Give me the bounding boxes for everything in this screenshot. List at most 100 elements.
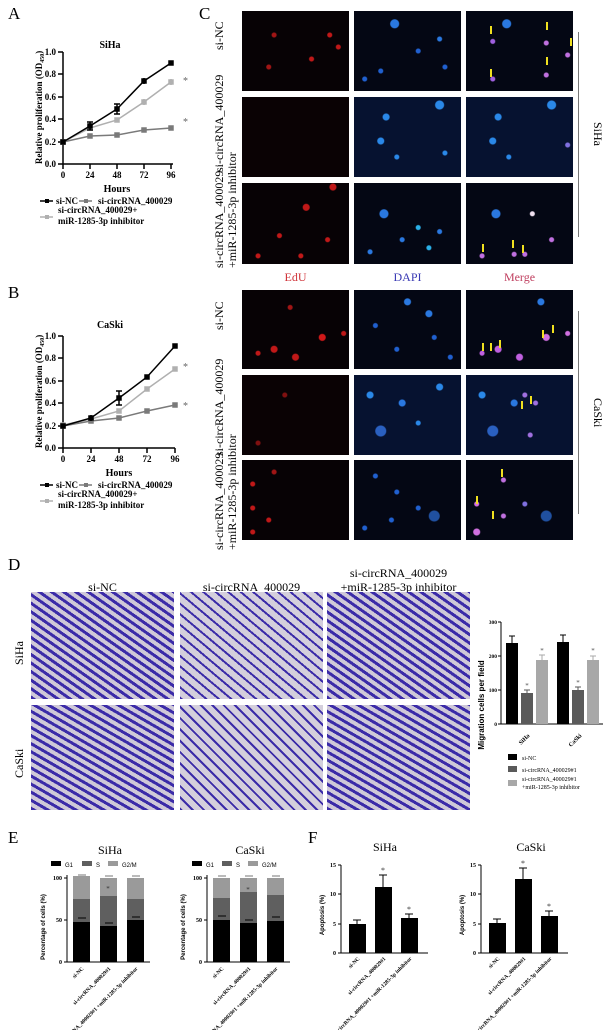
row-label-si-nc: si-NC [212,301,226,330]
svg-text:0: 0 [61,170,66,180]
chart-title: CaSki [235,843,265,857]
bar [587,660,599,724]
y-tick-labels: 1.0 0.8 0.6 0.4 0.2 0.0 [45,331,57,453]
legend: si-NC si-circRNA_400029 si-circRNA_40002… [40,196,173,226]
row-label-si-nc: si-NC [212,21,226,50]
arrow-icon [492,511,494,519]
row-label-caski: CaSki [12,748,26,778]
legend: si-NC si-circRNA_400029 si-circRNA_40002… [40,480,173,510]
significance-star: * [183,76,188,87]
svg-text:*: * [525,682,529,690]
svg-text:0: 0 [59,960,62,966]
y-axis-label: Apoptosis (%) [460,895,466,935]
image-siha-inhibitor-edu [242,183,349,264]
row-label-siha: SiHa [12,641,26,665]
chart-f-siha: SiHa Apoptosis (%) 15 10 5 0 * * si-NC s… [320,840,428,1030]
significance-star: * [183,362,188,373]
svg-text:10: 10 [330,892,336,898]
svg-text:si-NC: si-NC [522,756,536,762]
svg-text:G1: G1 [206,863,215,869]
arrow-icon [490,26,492,34]
panel-label-d: D [8,555,21,574]
svg-text:24: 24 [87,454,97,464]
svg-text:24: 24 [86,170,96,180]
svg-text:*: * [106,885,110,893]
image-siha-inhibitor-transwell [327,592,470,699]
image-siha-sinc-dapi [354,11,461,91]
svg-text:10: 10 [470,892,476,898]
x-tick-siha: SiHa [518,733,531,746]
x-tick-caski: CaSki [568,733,584,749]
svg-text:*: * [540,647,544,655]
x-tick-labels: si-NC si-circRNA_400029#1 si-circRNA_400… [333,956,414,1030]
stacked-bars: * [73,874,144,962]
svg-text:*: * [547,902,551,911]
chart-a-siha-proliferation: SiHa 1.0 0.8 0.6 0.4 0.2 0.0 0 24 48 72 … [34,40,188,226]
y-axis-label: Percentage of cells (%) [181,894,187,960]
group-bracket [578,311,579,514]
group-bracket [578,32,579,237]
chart-title: CaSki [516,840,546,854]
svg-text:0: 0 [199,960,202,966]
x-tick-labels: 0 24 48 72 96 [61,170,176,180]
svg-text:0.4: 0.4 [45,114,57,124]
y-axis-label: Percentage of cells (%) [41,894,47,960]
series-si-circrna [60,402,178,429]
row-label-si-circrna-inhibitor-2: +miR-1285-3p inhibitor [225,152,239,268]
svg-text:0.8: 0.8 [45,69,57,79]
bar [536,660,548,724]
arrow-icon [542,330,544,338]
chart-title: SiHa [98,843,123,857]
column-label-si-circrna: si-circRNA_400029 [202,580,301,594]
bars-caski: * * [557,634,599,724]
svg-text:5: 5 [473,922,476,928]
svg-text:72: 72 [140,170,150,180]
image-siha-sicirc-transwell [180,592,323,699]
group-label-caski: CaSki [591,398,605,428]
panel-label-e: E [8,828,19,847]
svg-text:50: 50 [196,918,202,924]
image-caski-sicirc-edu [242,375,349,455]
svg-text:*: * [246,886,250,894]
series-si-nc [60,60,174,145]
svg-text:*: * [521,859,525,868]
svg-text:si-NC: si-NC [56,196,78,206]
y-axis-label: Relative proliferation (OD450) [34,51,46,164]
svg-text:si-circRNA_400029#1: si-circRNA_400029#1 [522,777,577,783]
image-siha-inhibitor-dapi [354,183,461,264]
chart-f-apoptosis: SiHa Apoptosis (%) 15 10 5 0 * * si-NC s… [320,840,568,1030]
bar [572,690,584,724]
y-tick-labels: 1.0 0.8 0.6 0.4 0.2 0.0 [45,47,57,169]
panel-label-c: C [199,4,211,23]
svg-text:si-NC: si-NC [72,966,86,980]
image-caski-sinc-transwell [31,705,174,810]
svg-text:100: 100 [193,876,202,882]
panel-label-f: F [308,828,318,847]
image-caski-sicirc-dapi [354,375,461,455]
chart-e-siha: SiHa G1 S G2/M Percentage of cells (%) 1… [41,843,150,1030]
chart-e-cell-cycle: SiHa G1 S G2/M Percentage of cells (%) 1… [41,843,290,1030]
column-label-si-nc: si-NC [88,580,117,594]
column-label-inhibitor-2: +miR-1285-3p inhibitor [340,580,457,594]
chart-e-caski: CaSki G1 S G2/M Percentage of cells (%) … [181,843,290,1030]
svg-text:5: 5 [333,922,336,928]
svg-text:0.0: 0.0 [45,443,57,453]
x-tick-labels: 0 24 48 72 96 [61,454,180,464]
svg-text:0.2: 0.2 [45,137,57,147]
image-siha-sicirc-dapi [354,97,461,177]
svg-text:si-circRNA_400029#1: si-circRNA_400029#1 [522,768,577,774]
arrow-icon [490,343,492,351]
image-caski-inhibitor-merge [466,460,573,540]
y-axis [58,51,64,165]
svg-text:si-circRNA_400029+: si-circRNA_400029+ [58,489,137,499]
bar [557,642,569,724]
svg-text:15: 15 [330,863,336,869]
svg-text:72: 72 [143,454,153,464]
x-tick-labels: si-NC si-circRNA_400029#1 si-circRNA_400… [199,966,280,1030]
svg-text:48: 48 [115,454,125,464]
panel-label-a: A [8,4,21,23]
column-label-merge: Merge [503,270,536,284]
svg-text:si-NC: si-NC [348,956,362,970]
bars-siha: * * [506,635,548,724]
x-axis [62,163,173,169]
